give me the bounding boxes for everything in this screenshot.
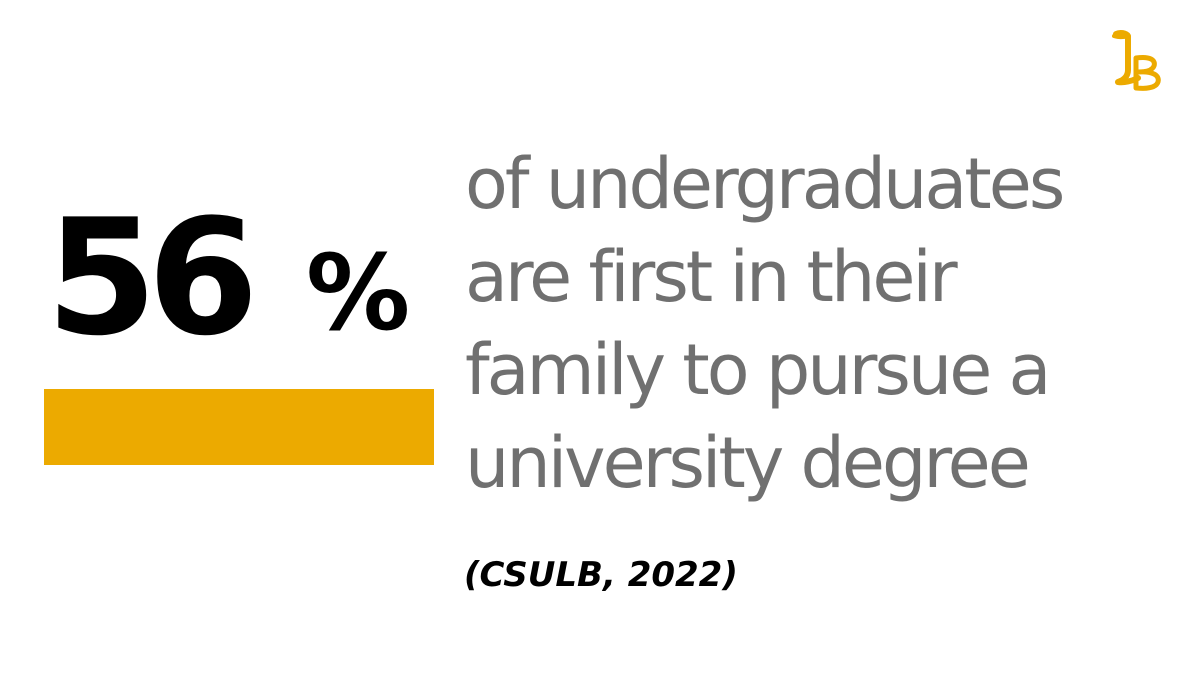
- description-line: family to pursue a: [465, 329, 1051, 411]
- description-line: are first in their: [465, 236, 958, 318]
- description-line: of undergraduates: [465, 143, 1065, 225]
- logo-letter-l: [1113, 29, 1141, 86]
- lb-monogram-logo-icon: [1112, 29, 1161, 91]
- logo-letter-b: [1133, 55, 1161, 91]
- stat-number: 56: [46, 184, 259, 371]
- stat-percent-sign: %: [306, 232, 411, 354]
- logo-letter-l-serif: [1112, 34, 1130, 40]
- accent-bar: [44, 389, 434, 465]
- citation: (CSULB, 2022): [464, 555, 738, 595]
- stat-description: of undergraduates are first in their fam…: [465, 138, 1165, 510]
- description-line: university degree: [465, 422, 1031, 504]
